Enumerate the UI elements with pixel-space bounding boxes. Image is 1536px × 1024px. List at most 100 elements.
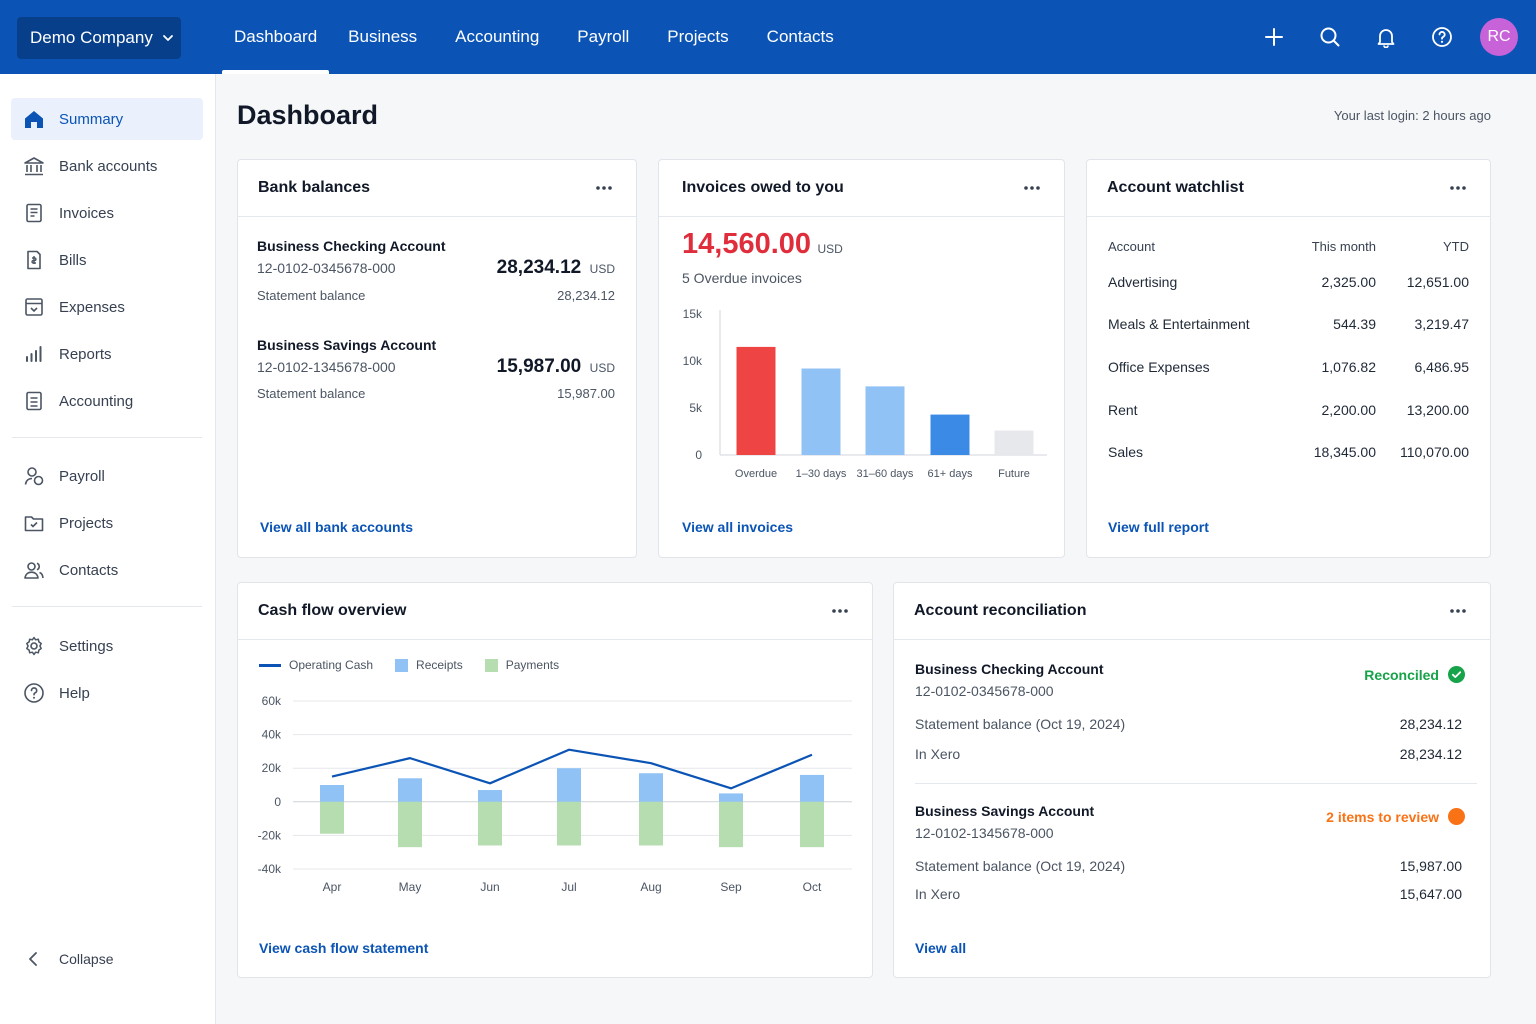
plus-icon[interactable]	[1246, 18, 1302, 56]
contacts-icon	[24, 562, 44, 579]
watchlist-this-month: 544.39	[1333, 316, 1376, 332]
view-all-bank-accounts-link[interactable]: View all bank accounts	[260, 519, 414, 535]
last-login: Your last login: 2 hours ago	[1333, 108, 1491, 123]
statement-label: Statement balance (Oct 19, 2024)	[915, 858, 1126, 874]
collapse-button[interactable]: Collapse	[11, 938, 203, 980]
tab-payroll[interactable]: Payroll	[577, 27, 630, 46]
sidebar-item-settings[interactable]: Settings	[11, 625, 203, 667]
overdue-count: 5 Overdue invoices	[682, 270, 802, 286]
balance-currency: USD	[589, 361, 615, 375]
y-tick-label: 60k	[262, 694, 282, 708]
card-title: Cash flow overview	[258, 602, 407, 619]
account-name[interactable]: Business Savings Account	[915, 803, 1095, 819]
sidebar-item-contacts[interactable]: Contacts	[11, 549, 203, 591]
home-icon	[25, 111, 43, 128]
xero-balance: 15,647.00	[1399, 886, 1462, 902]
avatar[interactable]: RC	[1480, 18, 1518, 56]
account-balance: 15,987.00 USD	[497, 356, 615, 378]
payments-bar	[639, 801, 663, 846]
balance-amount: 15,987.00	[496, 356, 582, 377]
more-options-icon[interactable]	[1446, 601, 1470, 621]
tab-contacts[interactable]: Contacts	[766, 27, 834, 46]
more-options-icon[interactable]	[1020, 178, 1044, 198]
organization-switcher[interactable]: Demo Company	[17, 17, 181, 59]
watchlist-account[interactable]: Advertising	[1108, 274, 1178, 290]
account-number: 12-0102-1345678-000	[257, 359, 396, 375]
view-all-invoices-link[interactable]: View all invoices	[682, 519, 794, 535]
account-name[interactable]: Business Checking Account	[257, 238, 446, 254]
sidebar-item-label: Bills	[59, 251, 87, 269]
payments-bar	[557, 801, 581, 846]
sidebar-item-help[interactable]: Help	[11, 672, 203, 714]
chart-bar	[994, 430, 1034, 455]
card-header: Invoices owed to you	[659, 160, 1064, 217]
view-full-report-link[interactable]: View full report	[1108, 519, 1209, 535]
sidebar-item-label: Projects	[59, 514, 114, 532]
tab-business[interactable]: Business	[348, 27, 418, 46]
sidebar-item-invoices[interactable]: Invoices	[11, 192, 203, 234]
status-badge[interactable]: Reconciled	[1364, 666, 1465, 683]
watchlist-account[interactable]: Sales	[1108, 444, 1144, 460]
chevron-down-icon	[162, 35, 173, 41]
watchlist-account[interactable]: Rent	[1108, 402, 1138, 418]
status-badge[interactable]: 2 items to review	[1326, 808, 1465, 825]
watchlist-this-month: 1,076.82	[1321, 359, 1377, 375]
sidebar-item-bills[interactable]: Bills	[11, 239, 203, 281]
view-all-reconciliation-link[interactable]: View all	[915, 940, 967, 956]
invoice-amount: 14,560.00	[682, 228, 812, 260]
card-header: Account watchlist	[1087, 160, 1490, 217]
help-icon[interactable]	[1414, 18, 1470, 56]
x-tick-label: 61+ days	[928, 468, 973, 480]
divider	[915, 783, 1477, 784]
tab-accounting[interactable]: Accounting	[455, 27, 540, 46]
payments-bar	[719, 801, 743, 848]
tab-dashboard[interactable]: Dashboard	[222, 0, 330, 74]
legend-swatch-payments	[484, 658, 498, 672]
sidebar-item-expenses[interactable]: Expenses	[11, 286, 203, 328]
x-tick-label: 1–30 days	[796, 468, 847, 480]
search-icon[interactable]	[1302, 18, 1358, 56]
account-watchlist-card: Account watchlist Account This month YTD…	[1086, 159, 1491, 558]
watchlist-account[interactable]: Meals & Entertainment	[1108, 316, 1250, 332]
chart-bar	[801, 368, 841, 455]
watchlist-this-month: 2,200.00	[1321, 402, 1377, 418]
legend-label: Payments	[505, 658, 560, 672]
payments-bar	[800, 801, 824, 848]
sidebar-item-summary[interactable]: Summary	[11, 98, 203, 140]
bell-icon[interactable]	[1358, 18, 1414, 56]
bill-icon	[27, 250, 41, 270]
xero-label: In Xero	[915, 746, 961, 762]
column-header-ytd: YTD	[1443, 239, 1469, 254]
watchlist-account[interactable]: Office Expenses	[1108, 359, 1210, 375]
sidebar-item-label: Reports	[59, 345, 112, 363]
account-name[interactable]: Business Checking Account	[915, 661, 1104, 677]
watchlist-ytd: 110,070.00	[1399, 444, 1469, 460]
xero-label: In Xero	[915, 886, 961, 902]
x-tick-label: Aug	[640, 880, 661, 894]
header-actions: RC	[1246, 18, 1518, 56]
tab-projects[interactable]: Projects	[667, 27, 729, 46]
sidebar-item-projects[interactable]: Projects	[11, 502, 203, 544]
payments-bar	[320, 801, 344, 834]
payments-bar	[478, 801, 502, 846]
more-options-icon[interactable]	[592, 178, 616, 198]
x-tick-label: 31–60 days	[857, 468, 914, 480]
sidebar-item-accounting[interactable]: Accounting	[11, 380, 203, 422]
more-options-icon[interactable]	[828, 601, 852, 621]
sidebar-item-bank-accounts[interactable]: Bank accounts	[11, 145, 203, 187]
projects-icon	[24, 516, 44, 532]
more-options-icon[interactable]	[1446, 178, 1470, 198]
watchlist-ytd: 6,486.95	[1414, 359, 1470, 375]
reports-icon	[26, 346, 42, 362]
sidebar-item-payroll[interactable]: Payroll	[11, 455, 203, 497]
balance-currency: USD	[589, 262, 615, 276]
view-cash-flow-statement-link[interactable]: View cash flow statement	[259, 940, 429, 956]
payments-bar	[398, 801, 422, 848]
receipts-bar	[398, 778, 422, 802]
top-bar: Demo Company Dashboard Business Accounti…	[0, 0, 1536, 74]
payroll-icon	[24, 467, 44, 486]
account-name[interactable]: Business Savings Account	[257, 337, 437, 353]
sidebar-item-reports[interactable]: Reports	[11, 333, 203, 375]
status-label: Reconciled	[1364, 666, 1439, 683]
sidebar-item-label: Bank accounts	[59, 157, 158, 175]
